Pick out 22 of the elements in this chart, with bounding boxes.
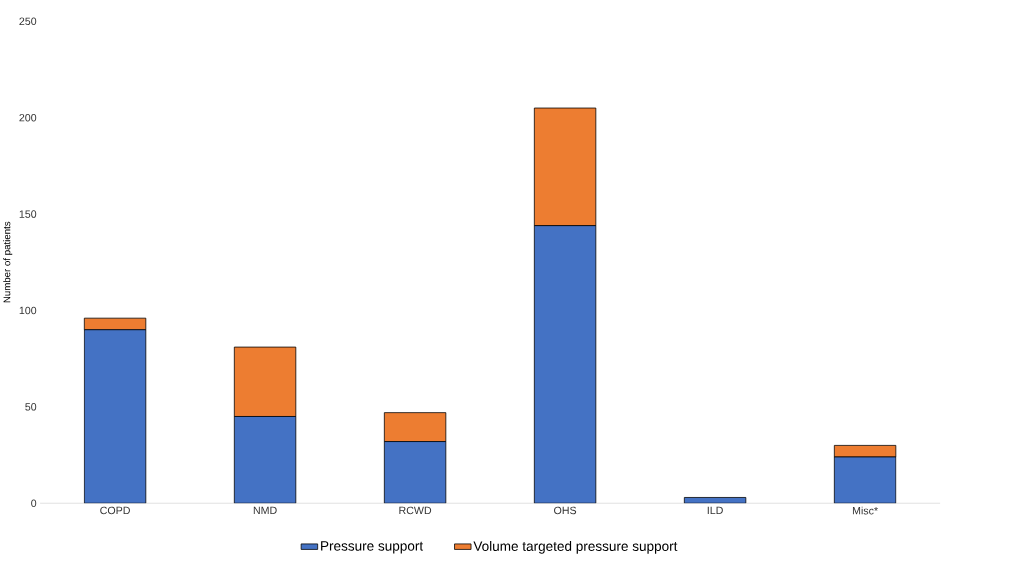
bar — [233, 416, 297, 504]
y-tick-label: 100 — [19, 306, 37, 315]
x-tick-label: Misc* — [852, 506, 878, 515]
y-tick-label: 200 — [19, 113, 37, 122]
bar — [233, 346, 297, 417]
legend-label: Pressure support — [321, 541, 424, 554]
bar — [383, 441, 447, 504]
bar — [533, 225, 597, 504]
legend-label: Volume targeted pressure support — [473, 541, 678, 554]
y-tick-label: 0 — [31, 499, 37, 507]
x-tick-label: COPD — [100, 506, 130, 515]
x-tick-label: RCWD — [399, 506, 432, 515]
y-tick-label: 250 — [19, 17, 37, 26]
bar — [833, 456, 897, 504]
y-tick-label: 150 — [19, 210, 37, 218]
bar — [83, 329, 147, 504]
x-tick-label: ILD — [707, 506, 723, 514]
y-axis-title: Number of patients — [3, 221, 13, 303]
x-tick-label: NMD — [253, 506, 277, 514]
x-tick-label: OHS — [554, 506, 577, 515]
y-tick-label: 50 — [25, 403, 37, 411]
bar — [383, 412, 447, 442]
